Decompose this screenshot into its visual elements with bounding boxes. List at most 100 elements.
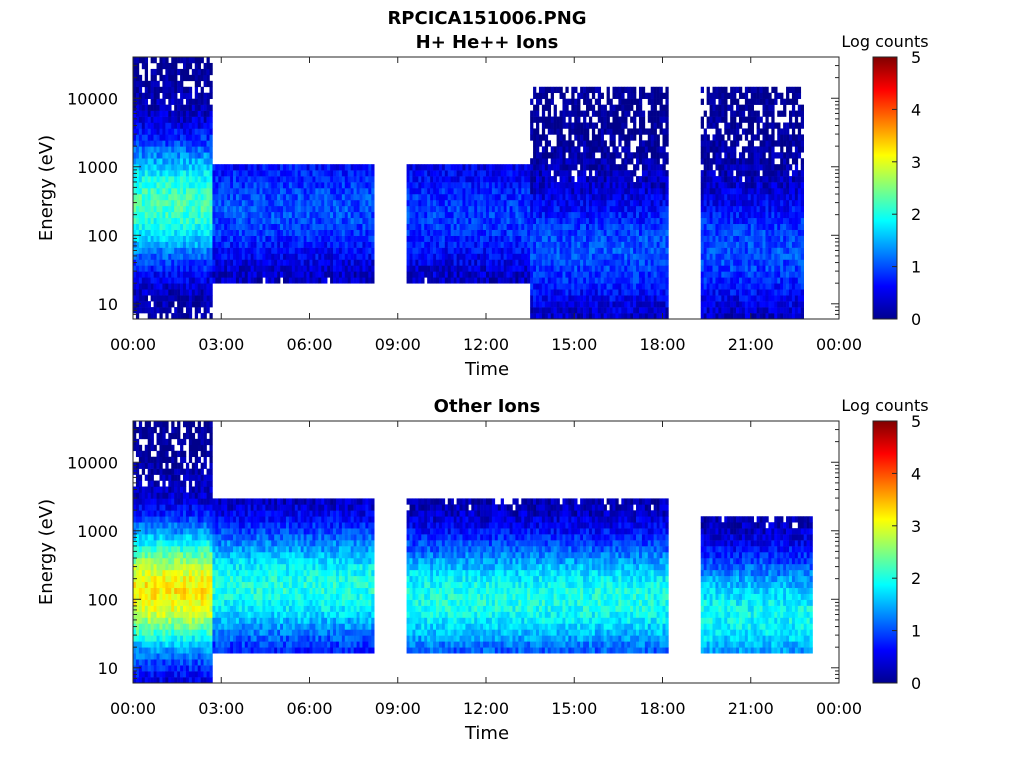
spectrogram-cell xyxy=(468,205,472,213)
spectrogram-cell xyxy=(171,80,175,88)
spectrogram-cell xyxy=(600,247,604,254)
spectrogram-cell xyxy=(633,313,637,320)
spectrogram-cell xyxy=(483,205,487,213)
spectrogram-cell xyxy=(141,80,146,88)
spectrogram-cell xyxy=(586,259,590,266)
spectrogram-cell xyxy=(559,253,563,260)
spectrogram-cell xyxy=(630,313,634,320)
spectrogram-cell xyxy=(606,193,610,201)
spectrogram-cell xyxy=(586,104,590,111)
spectrogram-cell xyxy=(197,140,201,147)
spectrogram-cell xyxy=(450,259,454,266)
spectrogram-cell xyxy=(362,164,366,171)
spectrogram-cell xyxy=(318,229,322,236)
spectrogram-cell xyxy=(471,211,475,219)
spectrogram-cell xyxy=(215,241,219,248)
spectrogram-cell xyxy=(162,104,166,111)
spectrogram-cell xyxy=(530,253,534,260)
spectrogram-cell xyxy=(536,92,540,99)
spectrogram-cell xyxy=(406,259,410,266)
spectrogram-cell xyxy=(421,277,425,284)
spectrogram-cell xyxy=(530,283,534,290)
spectrogram-cell xyxy=(715,247,719,254)
spectrogram-cell xyxy=(638,98,643,105)
spectrogram-cell xyxy=(483,176,487,183)
spectrogram-cell xyxy=(277,217,281,225)
spectrogram-cell xyxy=(150,152,154,159)
spectrogram-cell xyxy=(183,235,187,242)
spectrogram-cell xyxy=(174,104,178,111)
spectrogram-cell xyxy=(486,259,490,266)
spectrogram-cell xyxy=(227,211,231,219)
spectrogram-cell xyxy=(580,301,584,308)
spectrogram-cell xyxy=(209,223,213,230)
spectrogram-cell xyxy=(565,307,569,314)
spectrogram-cell xyxy=(586,134,590,141)
spectrogram-cell xyxy=(624,110,628,117)
spectrogram-cell xyxy=(718,152,722,159)
spectrogram-cell xyxy=(162,205,166,213)
spectrogram-cell xyxy=(636,152,640,159)
spectrogram-cell xyxy=(300,247,304,254)
spectrogram-cell xyxy=(633,188,637,195)
spectrogram-cell xyxy=(156,295,160,302)
spectrogram-cell xyxy=(565,188,569,195)
spectrogram-cell xyxy=(141,199,146,207)
spectrogram-cell xyxy=(203,140,207,147)
spectrogram-cell xyxy=(133,176,137,183)
spectrogram-cell xyxy=(300,277,304,284)
spectrogram-cell xyxy=(565,110,569,117)
panel-h-he-ions: H+ He++ Ions 00:00 03:00 06:00 09:00 12:00 15… xyxy=(36,32,929,380)
spectrogram-cell xyxy=(200,301,204,308)
spectrogram-cell xyxy=(577,265,581,272)
spectrogram-cell xyxy=(418,271,422,278)
spectrogram-cell xyxy=(194,301,199,308)
spectrogram-cell xyxy=(265,229,269,236)
spectrogram-cell xyxy=(138,265,143,272)
spectrogram-cell xyxy=(174,164,178,171)
spectrogram-cell xyxy=(133,86,137,94)
spectrogram-cell xyxy=(627,199,631,207)
spectrogram-cell xyxy=(612,158,616,165)
spectrogram-cell xyxy=(480,223,484,230)
spectrogram-cell xyxy=(630,217,634,225)
spectrogram-cell xyxy=(559,241,563,248)
spectrogram-cell xyxy=(718,170,722,177)
spectrogram-cell xyxy=(159,176,163,183)
spectrogram-cell xyxy=(418,211,422,219)
spectrogram-cell xyxy=(700,229,704,236)
spectrogram-cell xyxy=(638,271,643,278)
spectrogram-cell xyxy=(230,223,234,230)
spectrogram-cell xyxy=(665,182,669,189)
spectrogram-cell xyxy=(180,158,184,165)
spectrogram-cell xyxy=(536,98,540,105)
spectrogram-cell xyxy=(500,271,504,278)
spectrogram-cell xyxy=(150,80,154,88)
spectrogram-cell xyxy=(506,271,510,278)
spectrogram-cell xyxy=(262,193,266,201)
spectrogram-cell xyxy=(468,164,472,171)
spectrogram-cell xyxy=(356,247,360,254)
spectrogram-cell xyxy=(421,164,425,171)
spectrogram-cell xyxy=(583,235,587,242)
spectrogram-cell xyxy=(456,193,460,201)
spectrogram-cell xyxy=(594,271,599,278)
spectrogram-cell xyxy=(627,205,631,213)
spectrogram-cell xyxy=(227,265,231,272)
spectrogram-cell xyxy=(194,223,199,230)
spectrogram-cell xyxy=(588,295,593,302)
spectrogram-cell xyxy=(244,265,249,272)
spectrogram-cell xyxy=(171,170,175,177)
spectrogram-cell xyxy=(221,223,225,230)
spectrogram-cell xyxy=(462,247,466,254)
spectrogram-cell xyxy=(644,170,649,177)
spectrogram-cell xyxy=(656,193,660,201)
spectrogram-cell xyxy=(591,313,596,320)
spectrogram-cell xyxy=(641,116,646,123)
spectrogram-cell xyxy=(180,104,184,111)
spectrogram-cell xyxy=(609,193,613,201)
spectrogram-cell xyxy=(524,164,528,171)
spectrogram-cell xyxy=(347,253,351,260)
spectrogram-cell xyxy=(177,152,181,159)
spectrogram-cell xyxy=(606,295,610,302)
